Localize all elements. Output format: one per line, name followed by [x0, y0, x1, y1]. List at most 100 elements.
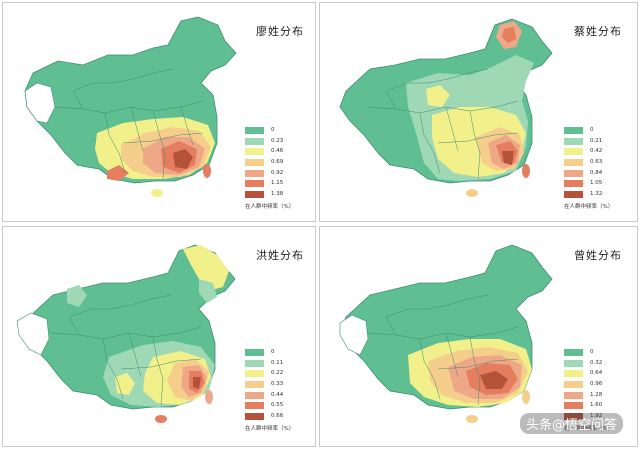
legend-row: 1.38 [245, 190, 315, 199]
legend-value: 0.64 [590, 370, 603, 377]
legend-row: 0 [245, 126, 315, 135]
taiwan [205, 390, 213, 404]
legend-value: 1.32 [590, 191, 603, 198]
legend-value: 0.11 [271, 359, 284, 366]
legend-row: 0.63 [564, 158, 634, 167]
legend-row: 1.60 [564, 401, 634, 410]
legend-row: 1.05 [564, 179, 634, 188]
map-legend: 0 0.21 0.42 0.63 0.84 1.05 1.32 在人群中频率（%… [564, 126, 634, 210]
legend-row: 0.42 [564, 147, 634, 156]
xinjiang-hatched-area [16, 312, 50, 356]
north-spot-dark [502, 27, 516, 43]
map-panel-liao: 廖姓分布 0 0.23 0.46 0.69 0.92 1.15 1.38 在人群… [2, 2, 316, 222]
legend-value: 1.92 [590, 413, 603, 420]
legend-value: 1.28 [590, 391, 603, 398]
map-panel-zeng: 曾姓分布 0 0.32 0.64 0.96 1.28 1.60 1.92 在人群… [319, 226, 638, 447]
legend-unit: 在人群中频率（%） [564, 426, 614, 433]
taiwan [203, 164, 211, 178]
map-panel-cai: 蔡姓分布 0 0.21 0.42 0.63 0.84 1.05 1.32 在人群… [319, 2, 638, 222]
legend-value: 0.92 [271, 169, 284, 176]
hainan [151, 189, 163, 197]
legend-value: 1.60 [590, 402, 603, 409]
panel-title: 蔡姓分布 [574, 25, 622, 38]
legend-row: 0.55 [245, 401, 315, 410]
legend-value: 0.66 [271, 413, 284, 420]
legend-unit: 在人群中频率（%） [245, 204, 295, 211]
north-teal [199, 279, 217, 303]
legend-row: 0 [564, 126, 634, 135]
legend-value: 0.55 [271, 402, 284, 409]
taiwan [522, 390, 530, 404]
province-lines [50, 294, 202, 406]
legend-value: 0.23 [271, 137, 284, 144]
china-map-hong [16, 244, 236, 423]
legend-row: 1.28 [564, 391, 634, 400]
west-teal [67, 285, 87, 307]
band-dark [193, 377, 201, 389]
xinjiang-hatched-area [24, 82, 56, 124]
legend-row: 0.64 [564, 369, 634, 378]
hainan [466, 415, 478, 423]
legend-value: 1.38 [271, 191, 284, 198]
legend-row: 0.46 [245, 147, 315, 156]
hainan [466, 189, 478, 197]
panel-title: 曾姓分布 [574, 249, 622, 262]
legend-value: 0.96 [590, 381, 603, 388]
legend-unit: 在人群中频率（%） [564, 204, 614, 211]
map-panel-hong: 洪姓分布 0 0.11 0.22 0.33 0.44 0.55 0.66 在人群… [2, 226, 316, 447]
north-yellow [183, 245, 229, 291]
legend-value: 0.84 [590, 169, 603, 176]
legend-value: 0.22 [271, 370, 284, 377]
legend-value: 0 [590, 349, 594, 355]
legend-row: 0.22 [245, 369, 315, 378]
hainan [155, 415, 167, 423]
legend-value: 0 [590, 127, 594, 133]
legend-value: 1.15 [271, 180, 284, 187]
legend-row: 0.33 [245, 380, 315, 389]
xinjiang-hatched-area [339, 314, 369, 356]
legend-row: 0.44 [245, 391, 315, 400]
legend-value: 0.63 [590, 159, 603, 166]
legend-row: 0.84 [564, 169, 634, 178]
legend-value: 0 [271, 127, 275, 133]
legend-row: 0 [245, 348, 315, 357]
legend-row: 0.69 [245, 158, 315, 167]
china-map-cai [339, 18, 553, 197]
legend-row: 0.66 [245, 412, 315, 421]
legend-unit: 在人群中频率（%） [245, 426, 295, 433]
legend-value: 0 [271, 349, 275, 355]
map-legend: 0 0.32 0.64 0.96 1.28 1.60 1.92 在人群中频率（%… [564, 348, 634, 432]
watermark: 头条@悟空问答 [519, 413, 623, 434]
legend-value: 0.32 [590, 359, 603, 366]
legend-value: 0.46 [271, 148, 284, 155]
legend-row: 1.92 [564, 412, 634, 421]
legend-row: 0.32 [564, 359, 634, 368]
band-dark [173, 149, 193, 169]
band-dark [480, 371, 508, 389]
legend-value: 0.33 [271, 381, 284, 388]
legend-value: 0.21 [590, 137, 603, 144]
legend-row: 0 [564, 348, 634, 357]
legend-value: 0.69 [271, 159, 284, 166]
province-lines [367, 294, 519, 406]
province-lines [367, 68, 519, 180]
legend-row: 0.23 [245, 137, 315, 146]
legend-value: 0.42 [590, 148, 603, 155]
inner-yellow [426, 85, 450, 107]
map-legend: 0 0.23 0.46 0.69 0.92 1.15 1.38 在人群中频率（%… [245, 126, 315, 210]
legend-row: 0.92 [245, 169, 315, 178]
map-legend: 0 0.11 0.22 0.33 0.44 0.55 0.66 在人群中频率（%… [245, 348, 315, 432]
legend-row: 0.96 [564, 380, 634, 389]
panel-title: 廖姓分布 [256, 25, 304, 38]
legend-value: 0.44 [271, 391, 284, 398]
province-lines [54, 68, 204, 180]
china-map-liao [24, 16, 237, 197]
legend-value: 1.05 [590, 180, 603, 187]
panel-title: 洪姓分布 [256, 249, 304, 262]
china-map-zeng [339, 244, 553, 423]
band-dark [502, 151, 514, 165]
legend-row: 0.11 [245, 359, 315, 368]
taiwan [522, 164, 530, 178]
legend-row: 0.21 [564, 137, 634, 146]
legend-row: 1.32 [564, 190, 634, 199]
